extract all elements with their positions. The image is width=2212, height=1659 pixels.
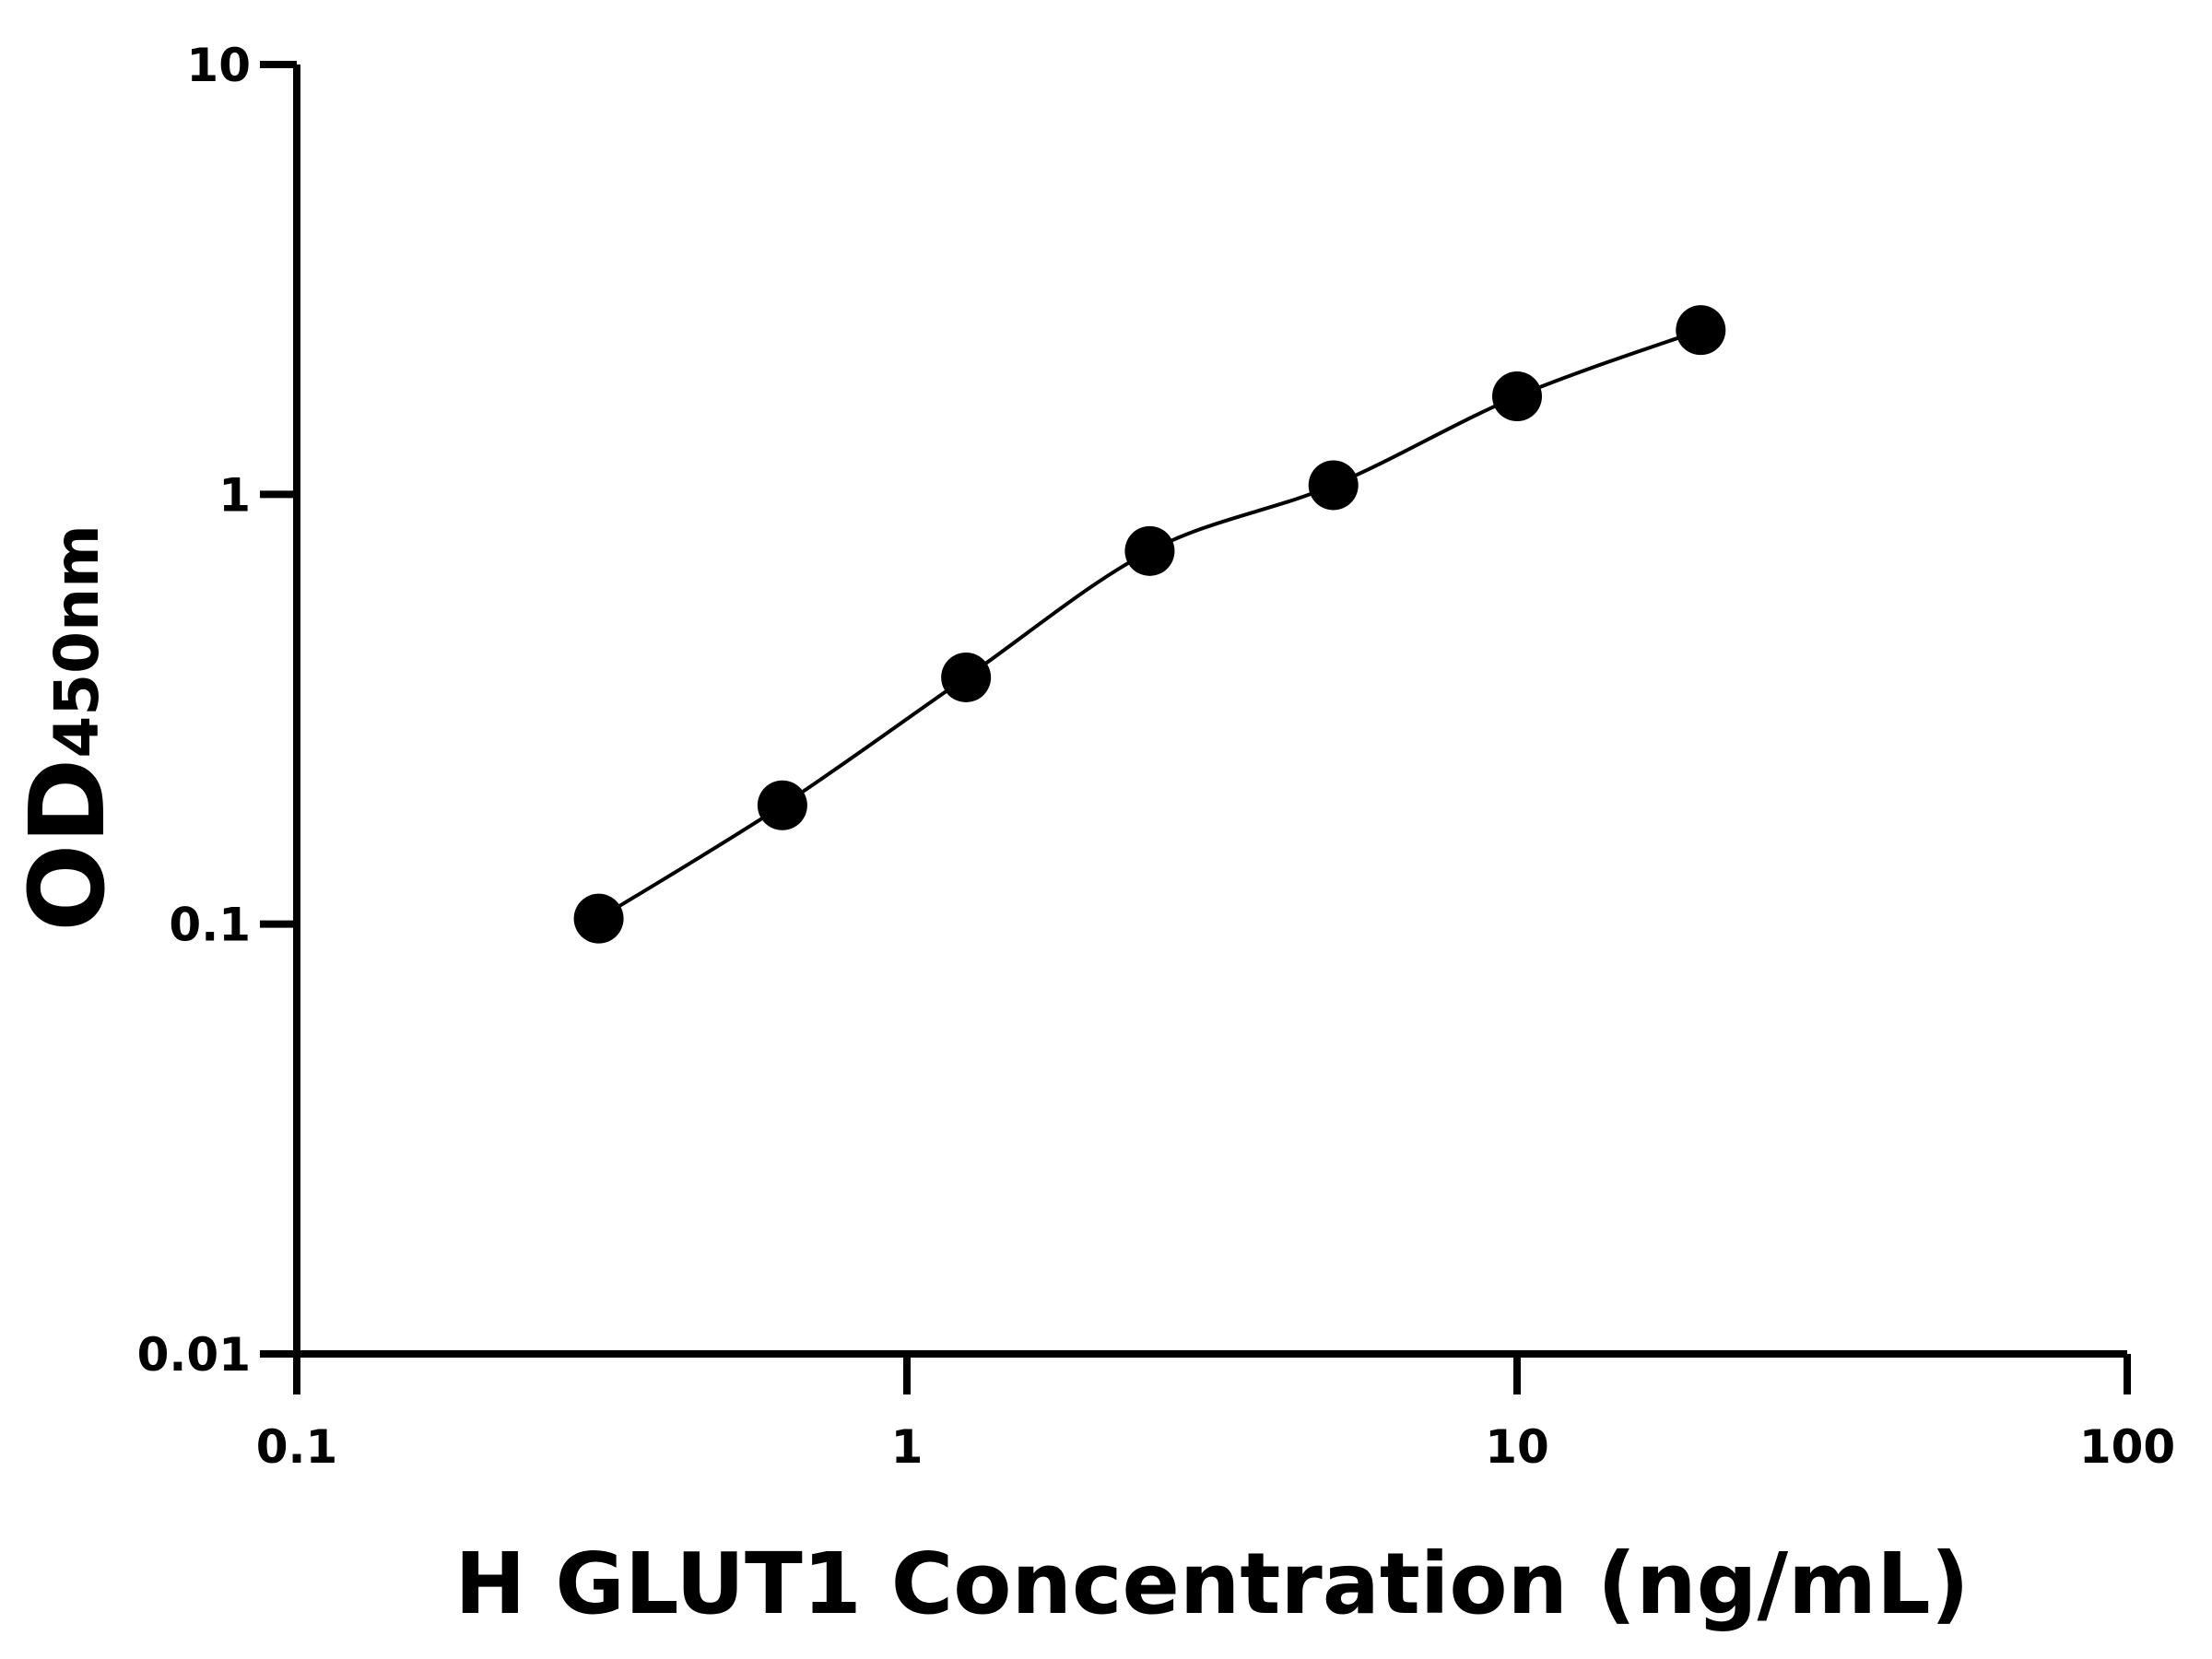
y-tick-label: 0.1 bbox=[169, 899, 251, 952]
x-tick-label: 0.1 bbox=[256, 1420, 338, 1474]
x-tick-label: 100 bbox=[2079, 1420, 2175, 1474]
data-point bbox=[757, 780, 807, 830]
data-point bbox=[1124, 525, 1175, 576]
y-axis-title: OD450nm bbox=[8, 524, 128, 932]
data-point bbox=[1676, 305, 1726, 356]
data-point bbox=[573, 893, 624, 944]
y-axis-title-main: OD bbox=[8, 759, 128, 932]
y-axis bbox=[260, 61, 300, 1354]
data-point bbox=[941, 652, 992, 702]
fit-curve bbox=[597, 328, 1701, 921]
x-tick-label: 1 bbox=[891, 1420, 924, 1474]
y-tick-label: 1 bbox=[218, 468, 251, 522]
x-axis-title: H GLUT1 Concentration (ng/mL) bbox=[454, 1535, 1969, 1633]
y-tick-label: 10 bbox=[186, 39, 251, 92]
data-point bbox=[1492, 371, 1542, 422]
y-tick-label: 0.01 bbox=[137, 1328, 251, 1382]
data-point bbox=[1308, 460, 1359, 511]
x-tick-label: 10 bbox=[1485, 1420, 1549, 1474]
y-axis-title-subscript: 450nm bbox=[41, 524, 112, 759]
